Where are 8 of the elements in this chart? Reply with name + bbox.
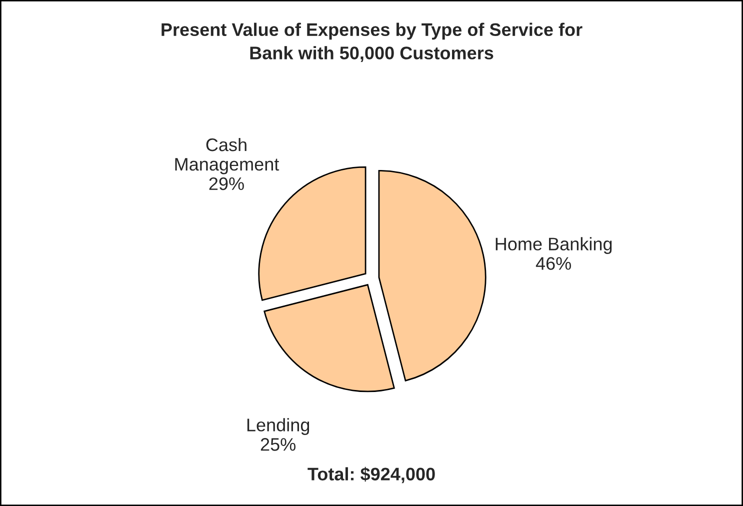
text: Total: $924,000 [308, 466, 435, 484]
chart-title: Present Value of Expenses by Type of Service for Bank with 50,000 Customers [162, 22, 582, 62]
data-label: 25% [260, 438, 296, 451]
data-label: 29% [209, 177, 244, 190]
slice-label: Home Banking [496, 237, 612, 254]
slice-label: Cash Management [175, 138, 280, 174]
data-label: 46% [536, 257, 572, 270]
slice-label: Lending [247, 418, 310, 435]
